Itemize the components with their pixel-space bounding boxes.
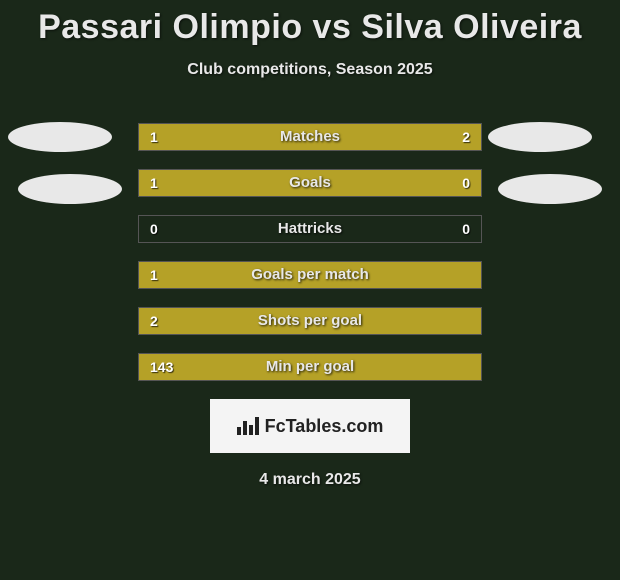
decorative-ellipse (488, 122, 592, 152)
stat-row: 00Hattricks (0, 215, 620, 245)
decorative-ellipse (18, 174, 122, 204)
stat-row: 1Goals per match (0, 261, 620, 291)
stat-label: Hattricks (138, 215, 482, 243)
watermark-text: FcTables.com (265, 416, 384, 437)
decorative-ellipse (498, 174, 602, 204)
stat-row: 143Min per goal (0, 353, 620, 383)
stat-label: Matches (138, 123, 482, 151)
stat-row: 2Shots per goal (0, 307, 620, 337)
chart-icon (237, 417, 259, 435)
stat-label: Goals (138, 169, 482, 197)
watermark-box: FcTables.com (210, 399, 410, 453)
date-label: 4 march 2025 (0, 471, 620, 489)
page-subtitle: Club competitions, Season 2025 (0, 61, 620, 79)
stat-label: Min per goal (138, 353, 482, 381)
stat-label: Goals per match (138, 261, 482, 289)
stats-container: 12Matches10Goals00Hattricks1Goals per ma… (0, 123, 620, 383)
stat-label: Shots per goal (138, 307, 482, 335)
decorative-ellipse (8, 122, 112, 152)
page-title: Passari Olimpio vs Silva Oliveira (0, 0, 620, 47)
